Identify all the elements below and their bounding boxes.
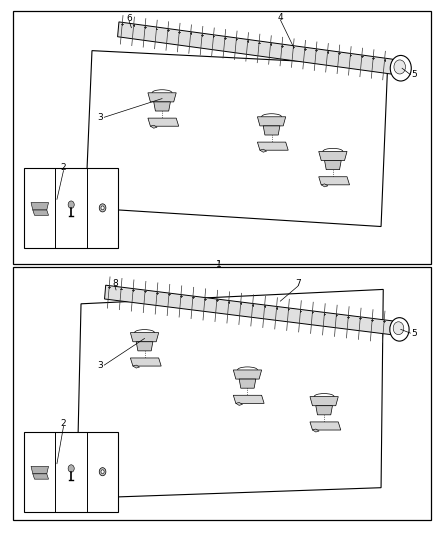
Polygon shape: [31, 466, 49, 474]
Polygon shape: [131, 333, 159, 342]
Bar: [13, 266, 431, 520]
Polygon shape: [150, 125, 157, 128]
Bar: [13, 11, 431, 264]
Text: 5: 5: [411, 70, 417, 79]
Circle shape: [390, 55, 411, 81]
Circle shape: [99, 204, 106, 212]
Polygon shape: [319, 177, 350, 185]
Polygon shape: [319, 151, 347, 160]
Text: 2: 2: [61, 419, 66, 428]
Polygon shape: [236, 402, 243, 406]
Polygon shape: [316, 406, 332, 415]
Circle shape: [101, 206, 104, 210]
Polygon shape: [136, 342, 153, 351]
Circle shape: [68, 201, 74, 208]
Polygon shape: [85, 51, 388, 227]
Polygon shape: [310, 422, 341, 430]
Polygon shape: [258, 142, 288, 150]
Polygon shape: [133, 365, 140, 368]
Polygon shape: [31, 203, 49, 210]
Circle shape: [99, 467, 106, 476]
Text: 2: 2: [61, 164, 66, 172]
Text: 3: 3: [97, 361, 103, 369]
Polygon shape: [325, 160, 341, 169]
Polygon shape: [312, 429, 319, 432]
Polygon shape: [233, 370, 261, 379]
Polygon shape: [258, 117, 286, 126]
Polygon shape: [77, 289, 383, 498]
Circle shape: [390, 318, 409, 341]
Polygon shape: [321, 184, 328, 187]
Polygon shape: [233, 395, 264, 403]
Circle shape: [68, 465, 74, 472]
Text: 5: 5: [411, 329, 417, 337]
Polygon shape: [260, 149, 267, 152]
Polygon shape: [131, 358, 161, 366]
Text: 6: 6: [126, 14, 132, 23]
Polygon shape: [154, 102, 170, 111]
Text: 3: 3: [97, 113, 103, 122]
Polygon shape: [33, 210, 49, 215]
Polygon shape: [239, 379, 256, 388]
Polygon shape: [105, 285, 392, 335]
Circle shape: [394, 60, 406, 74]
Text: 4: 4: [278, 13, 283, 21]
Polygon shape: [148, 118, 179, 126]
Circle shape: [101, 470, 104, 474]
Bar: [24, 168, 118, 248]
Text: 8: 8: [112, 279, 118, 288]
Polygon shape: [33, 474, 49, 479]
Polygon shape: [117, 22, 393, 74]
Text: 1: 1: [216, 261, 222, 269]
Polygon shape: [263, 126, 280, 135]
Bar: [24, 432, 118, 512]
Polygon shape: [310, 397, 338, 406]
Polygon shape: [148, 93, 176, 102]
Text: 7: 7: [295, 279, 301, 288]
Circle shape: [393, 322, 404, 335]
